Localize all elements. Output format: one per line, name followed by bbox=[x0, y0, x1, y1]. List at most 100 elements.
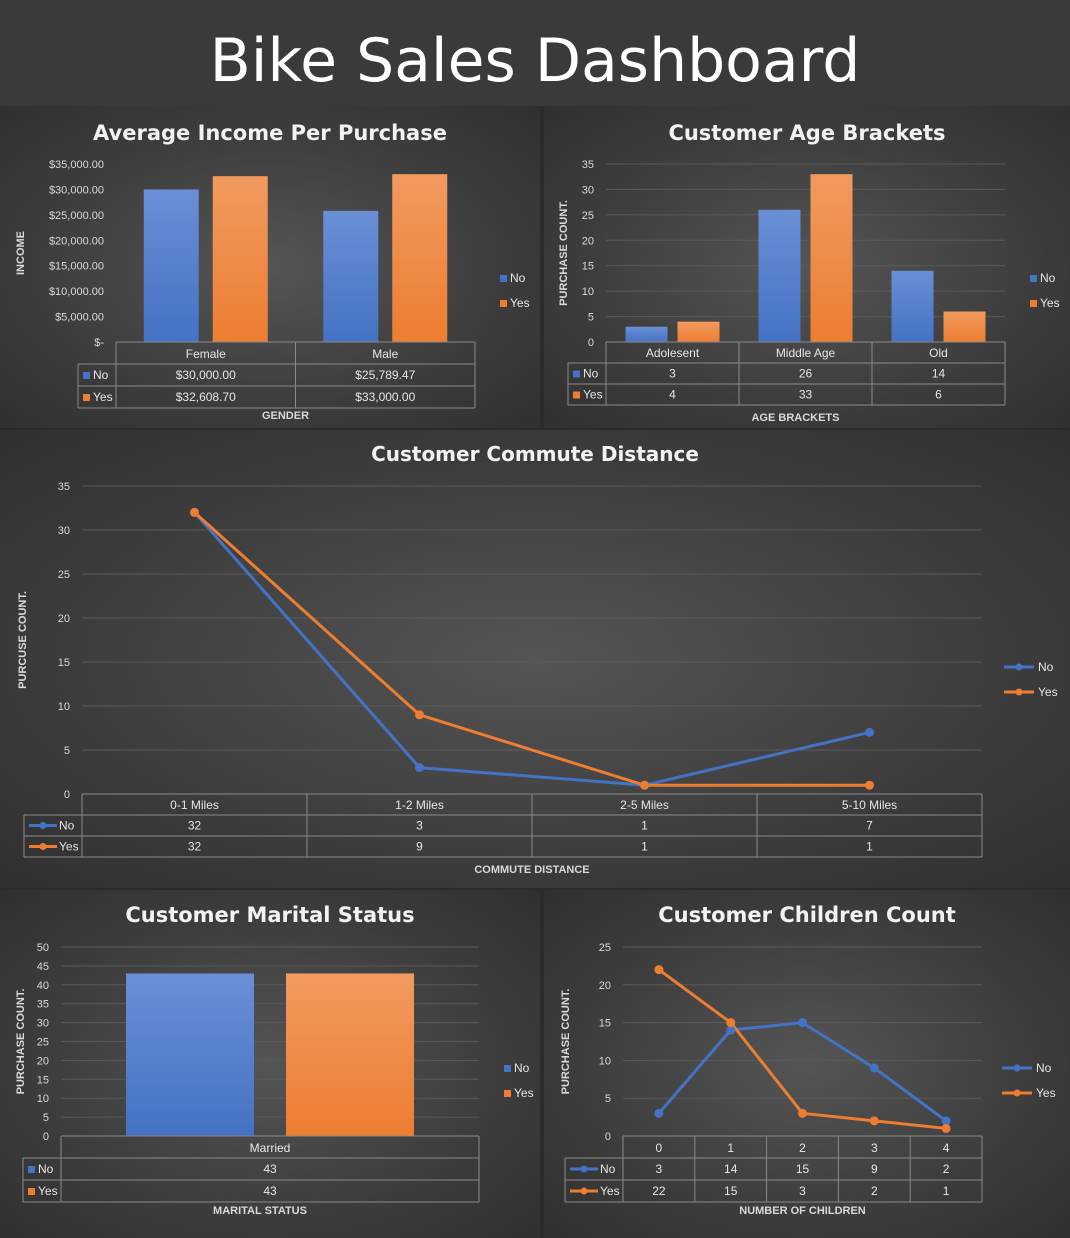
table-cell-value: 14 bbox=[724, 1162, 738, 1176]
data-point-no bbox=[869, 1063, 879, 1073]
bar-no bbox=[758, 209, 801, 342]
y-axis-label: PURCUSE COUNT. bbox=[17, 591, 29, 689]
bar-yes bbox=[212, 176, 268, 342]
chart-title: Average Income Per Purchase bbox=[93, 121, 447, 145]
y-tick-label: 30 bbox=[37, 1018, 49, 1030]
table-cell-value: 14 bbox=[932, 367, 946, 381]
legend-label-no: No bbox=[1040, 271, 1056, 285]
table-cell-value: 22 bbox=[652, 1184, 666, 1198]
chart-title: Customer Marital Status bbox=[125, 903, 414, 927]
y-tick-label: 5 bbox=[605, 1093, 611, 1105]
table-cell-value: 15 bbox=[724, 1184, 738, 1198]
x-axis-label: NUMBER OF CHILDREN bbox=[739, 1205, 866, 1217]
series-line-yes bbox=[193, 511, 870, 787]
x-axis-label: MARITAL STATUS bbox=[213, 1205, 307, 1217]
y-tick-label: 25 bbox=[599, 942, 611, 954]
legend-label-no: No bbox=[1038, 660, 1054, 674]
x-category-label: 4 bbox=[943, 1141, 950, 1155]
y-axis-label: PURCHASE COUNT. bbox=[558, 200, 570, 306]
data-point-yes bbox=[941, 1123, 951, 1133]
x-category-label: Middle Age bbox=[776, 346, 836, 360]
y-tick-label: 45 bbox=[37, 961, 49, 973]
table-cell-value: 1 bbox=[641, 840, 648, 854]
chart-panel-marital: Customer Marital Status 0 5 10 15 20 25 30 35 40 4… bbox=[0, 890, 540, 1238]
table-cell-value: 43 bbox=[263, 1162, 277, 1176]
table-cell-value: 32 bbox=[188, 819, 202, 833]
table-cell-value: 9 bbox=[871, 1162, 878, 1176]
x-category-label: Old bbox=[929, 346, 948, 360]
series-line-no bbox=[193, 511, 870, 787]
y-tick-label: 20 bbox=[37, 1055, 49, 1067]
y-axis-label: PURCHASE COUNT. bbox=[15, 989, 27, 1095]
series-line-no bbox=[657, 1021, 947, 1123]
table-cell-value: 1 bbox=[866, 840, 873, 854]
chart-title: Customer Children Count bbox=[658, 903, 956, 927]
chart-title: Customer Commute Distance bbox=[371, 442, 699, 466]
table-series-label: No bbox=[583, 367, 599, 381]
bar-no bbox=[323, 210, 379, 342]
data-point-yes bbox=[869, 1116, 879, 1126]
data-point-yes bbox=[640, 780, 649, 790]
bar-yes bbox=[810, 174, 853, 342]
data-point-yes bbox=[726, 1018, 736, 1028]
table-cell-value: 33 bbox=[799, 388, 813, 402]
table-cell-value: 9 bbox=[416, 840, 423, 854]
data-point-yes bbox=[865, 780, 874, 790]
table-cell-value: 2 bbox=[943, 1162, 950, 1176]
table-legend-key-yes bbox=[580, 1187, 588, 1195]
legend-key-no bbox=[1013, 1064, 1021, 1072]
y-tick-label: $25,000.00 bbox=[49, 210, 104, 222]
data-point-no bbox=[798, 1018, 807, 1028]
legend-key-no bbox=[1015, 663, 1023, 671]
table-cell-value: 3 bbox=[669, 367, 676, 381]
y-axis-label: INCOME bbox=[15, 231, 27, 275]
table-cell-value: 1 bbox=[943, 1184, 950, 1198]
y-tick-label: 10 bbox=[37, 1093, 49, 1105]
chart-title: Customer Age Brackets bbox=[668, 121, 945, 145]
legend-key-yes bbox=[1030, 300, 1037, 307]
x-category-label: Male bbox=[372, 347, 398, 361]
table-cell-value: $25,789.47 bbox=[355, 368, 415, 382]
data-point-no bbox=[865, 727, 874, 737]
y-tick-label: 15 bbox=[58, 657, 70, 669]
x-category-label: 2-5 Miles bbox=[620, 798, 669, 812]
x-axis-label: GENDER bbox=[262, 410, 309, 422]
series-line-yes bbox=[658, 968, 947, 1130]
legend-label-yes: Yes bbox=[1036, 1086, 1056, 1100]
y-tick-label: 35 bbox=[582, 159, 594, 171]
y-tick-label: $35,000.00 bbox=[49, 159, 104, 171]
table-cell-value: 32 bbox=[188, 840, 202, 854]
bar-yes bbox=[286, 973, 414, 1136]
legend-label-yes: Yes bbox=[1038, 685, 1058, 699]
data-point-yes bbox=[415, 710, 424, 720]
table-legend-key-yes bbox=[39, 843, 47, 850]
table-series-label: Yes bbox=[583, 388, 603, 402]
y-tick-label: 15 bbox=[599, 1018, 611, 1030]
legend-key-yes bbox=[1013, 1089, 1021, 1097]
y-tick-label: 15 bbox=[582, 261, 594, 273]
y-tick-label: 5 bbox=[43, 1112, 49, 1124]
table-series-label: No bbox=[93, 368, 109, 382]
table-cell-value: 2 bbox=[871, 1184, 878, 1198]
table-legend-key-no bbox=[28, 1166, 35, 1173]
x-category-label: 5-10 Miles bbox=[842, 798, 897, 812]
legend-label-no: No bbox=[510, 271, 526, 285]
table-cell-value: 3 bbox=[656, 1162, 663, 1176]
table-cell-value: 15 bbox=[796, 1162, 810, 1176]
y-tick-label: 5 bbox=[64, 745, 70, 757]
table-cell-value: $32,608.70 bbox=[176, 390, 236, 404]
y-tick-label: 5 bbox=[588, 312, 594, 324]
bar-yes bbox=[677, 321, 720, 342]
y-tick-label: 35 bbox=[58, 481, 70, 493]
y-tick-label: $20,000.00 bbox=[49, 235, 104, 247]
legend-key-yes bbox=[504, 1090, 511, 1097]
table-legend-key-yes bbox=[573, 391, 580, 399]
y-tick-label: 30 bbox=[582, 184, 594, 196]
y-tick-label: 50 bbox=[37, 942, 49, 954]
legend-key-no bbox=[1030, 275, 1037, 282]
chart-marital: Customer Marital Status 0 5 10 15 20 25 30 35 40 4… bbox=[15, 903, 534, 1217]
table-cell-value: $30,000.00 bbox=[176, 368, 236, 382]
table-cell-value: 3 bbox=[416, 819, 423, 833]
legend-label-yes: Yes bbox=[1040, 296, 1060, 310]
y-tick-label: 25 bbox=[58, 569, 70, 581]
